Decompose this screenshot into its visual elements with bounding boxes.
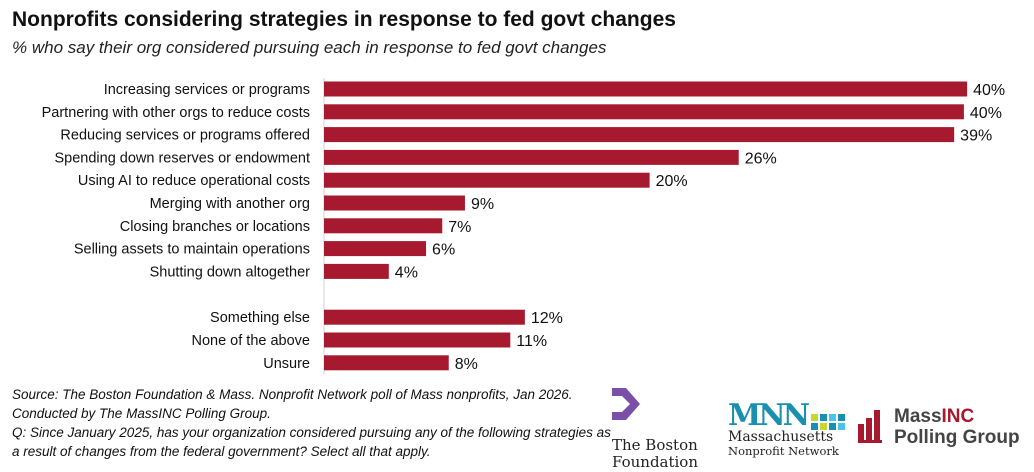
- data-label: 8%: [455, 356, 478, 373]
- category-label: Partnering with other orgs to reduce cos…: [42, 105, 310, 121]
- chart-title: Nonprofits considering strategies in res…: [12, 8, 676, 31]
- footnotes: Source: The Boston Foundation & Mass. No…: [12, 385, 612, 461]
- bar: [324, 309, 525, 325]
- data-label: 9%: [471, 196, 494, 213]
- bar: [324, 195, 465, 211]
- bar: [324, 355, 449, 371]
- category-label: Something else: [210, 310, 310, 326]
- category-label: Shutting down altogether: [150, 264, 311, 280]
- category-label: None of the above: [191, 333, 310, 349]
- bar: [324, 104, 964, 120]
- data-label: 40%: [973, 82, 1005, 99]
- data-label: 4%: [395, 264, 418, 281]
- category-label: Spending down reserves or endowment: [54, 150, 310, 166]
- bar: [324, 263, 389, 279]
- data-label: 39%: [960, 128, 992, 145]
- bar: [324, 81, 968, 97]
- massinc-mass: Mass: [894, 406, 942, 427]
- question-note: Q: Since January 2025, has your organiza…: [12, 425, 611, 459]
- massinc-line2: Polling Group: [894, 427, 1020, 448]
- bar-chart: Increasing services or programs 40% Partne…: [42, 78, 1005, 374]
- bar: [324, 218, 443, 234]
- massinc-logo: MassINC Polling Group: [858, 406, 1020, 448]
- data-label: 26%: [745, 150, 777, 167]
- boston-foundation-text: The Boston Foundation: [612, 436, 699, 471]
- bar: [324, 332, 511, 348]
- massinc-bars-icon: [858, 410, 882, 443]
- data-label: 11%: [516, 333, 547, 350]
- bar: [324, 172, 650, 188]
- boston-foundation-arrow-icon: [612, 388, 640, 420]
- category-label: Closing branches or locations: [120, 219, 310, 235]
- data-label: 40%: [970, 105, 1002, 122]
- data-label: 6%: [432, 242, 455, 259]
- mnn-mark: MNN: [728, 398, 810, 433]
- bar: [324, 149, 739, 165]
- massinc-inc: INC: [941, 406, 975, 427]
- source-note: Source: The Boston Foundation & Mass. No…: [12, 387, 573, 402]
- category-label: Selling assets to maintain operations: [74, 242, 310, 258]
- data-label: 20%: [656, 173, 688, 190]
- data-label: 7%: [448, 219, 471, 236]
- mnn-line1: Massachusetts: [728, 429, 834, 445]
- conducted-note: Conducted by The MassINC Polling Group.: [12, 406, 271, 421]
- category-label: Increasing services or programs: [104, 82, 310, 98]
- category-label: Unsure: [263, 356, 310, 372]
- category-label: Using AI to reduce operational costs: [78, 173, 310, 189]
- bar: [324, 127, 955, 143]
- data-label: 12%: [531, 310, 563, 327]
- bar: [324, 241, 427, 257]
- mnn-grid-icon: [811, 414, 846, 430]
- mnn-logo: MNN Massachusetts Nonprofit Network: [728, 398, 847, 458]
- category-label: Reducing services or programs offered: [60, 128, 310, 144]
- boston-foundation-logo: The Boston Foundation: [612, 388, 712, 471]
- chart-subtitle: % who say their org considered pursuing …: [12, 38, 607, 57]
- category-label: Merging with another org: [150, 196, 310, 212]
- mnn-line2: Nonprofit Network: [728, 444, 839, 458]
